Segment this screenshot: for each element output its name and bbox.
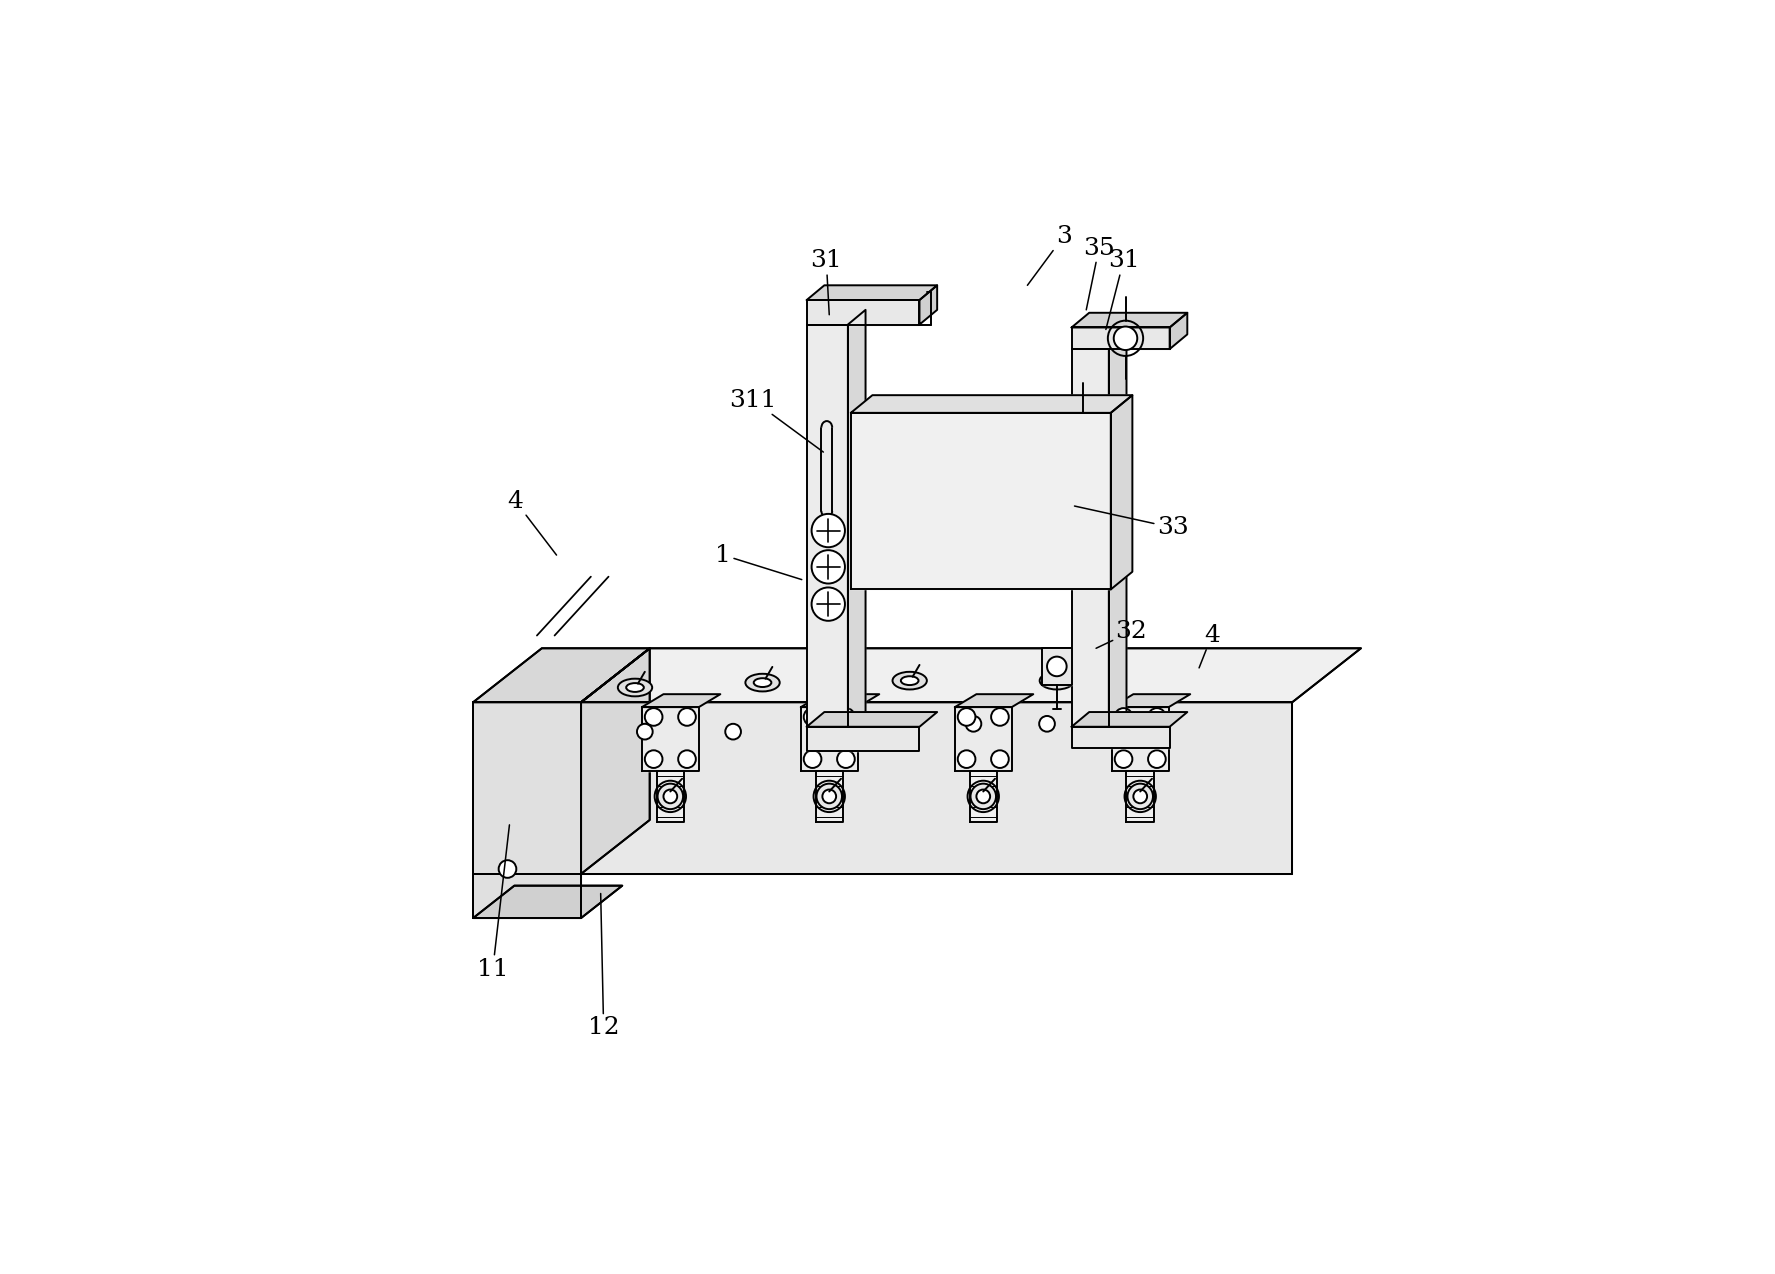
Ellipse shape: [746, 674, 779, 692]
Polygon shape: [474, 648, 650, 702]
Polygon shape: [955, 707, 1012, 771]
Polygon shape: [643, 694, 721, 707]
Ellipse shape: [1040, 671, 1074, 689]
Ellipse shape: [1047, 676, 1065, 685]
Polygon shape: [1072, 327, 1170, 349]
Polygon shape: [474, 702, 580, 874]
Circle shape: [804, 708, 822, 726]
Polygon shape: [1042, 648, 1072, 684]
Ellipse shape: [902, 676, 918, 685]
Polygon shape: [801, 707, 857, 771]
Circle shape: [1038, 716, 1054, 731]
Circle shape: [811, 550, 845, 583]
Polygon shape: [801, 694, 879, 707]
Circle shape: [990, 750, 1008, 768]
Polygon shape: [955, 694, 1033, 707]
Circle shape: [816, 784, 841, 809]
Circle shape: [822, 790, 836, 804]
Text: 32: 32: [1097, 620, 1147, 648]
Circle shape: [1148, 750, 1166, 768]
Circle shape: [664, 790, 678, 804]
Ellipse shape: [627, 683, 644, 692]
Text: 1: 1: [715, 544, 802, 580]
Circle shape: [838, 750, 856, 768]
Circle shape: [811, 587, 845, 620]
Circle shape: [499, 860, 517, 878]
Polygon shape: [806, 285, 937, 299]
Polygon shape: [580, 702, 1292, 874]
Polygon shape: [919, 285, 937, 325]
Polygon shape: [848, 310, 866, 726]
Circle shape: [959, 708, 976, 726]
Ellipse shape: [754, 678, 772, 687]
Circle shape: [644, 750, 662, 768]
Circle shape: [726, 724, 740, 739]
Circle shape: [1115, 708, 1132, 726]
Text: 4: 4: [508, 489, 557, 555]
Text: 31: 31: [811, 250, 841, 315]
Polygon shape: [850, 395, 1132, 413]
Text: 311: 311: [730, 389, 824, 452]
Circle shape: [811, 513, 845, 548]
Text: 4: 4: [1200, 624, 1219, 668]
Polygon shape: [815, 771, 843, 822]
Polygon shape: [1127, 771, 1154, 822]
Text: 3: 3: [1028, 224, 1072, 285]
Polygon shape: [806, 726, 919, 752]
Circle shape: [966, 716, 982, 731]
Circle shape: [1148, 708, 1166, 726]
Ellipse shape: [618, 679, 651, 697]
Polygon shape: [1111, 707, 1168, 771]
Polygon shape: [806, 299, 919, 325]
Circle shape: [1115, 750, 1132, 768]
Circle shape: [804, 750, 822, 768]
Polygon shape: [1111, 395, 1132, 590]
Polygon shape: [1072, 313, 1187, 327]
Circle shape: [1113, 326, 1138, 350]
Polygon shape: [969, 771, 998, 822]
Text: 35: 35: [1083, 237, 1115, 310]
Circle shape: [1127, 784, 1154, 809]
Polygon shape: [643, 707, 699, 771]
Text: 11: 11: [477, 824, 509, 981]
Circle shape: [959, 750, 976, 768]
Circle shape: [657, 784, 683, 809]
Polygon shape: [657, 771, 683, 822]
Polygon shape: [1111, 694, 1191, 707]
Polygon shape: [1072, 726, 1170, 748]
Polygon shape: [474, 885, 623, 919]
Ellipse shape: [893, 671, 927, 689]
Circle shape: [838, 708, 856, 726]
Polygon shape: [474, 874, 580, 919]
Polygon shape: [1170, 313, 1187, 349]
Circle shape: [990, 708, 1008, 726]
Circle shape: [971, 784, 996, 809]
Polygon shape: [806, 325, 848, 726]
Circle shape: [644, 708, 662, 726]
Polygon shape: [580, 648, 650, 874]
Polygon shape: [1072, 349, 1109, 726]
Text: 33: 33: [1074, 506, 1189, 539]
Text: 12: 12: [588, 893, 619, 1040]
Polygon shape: [580, 648, 1361, 702]
Polygon shape: [806, 712, 937, 726]
Circle shape: [1134, 790, 1147, 804]
Circle shape: [678, 708, 696, 726]
Text: 31: 31: [1106, 250, 1140, 330]
Circle shape: [976, 790, 990, 804]
Circle shape: [637, 724, 653, 739]
Polygon shape: [1072, 712, 1187, 726]
Circle shape: [1047, 656, 1067, 676]
Circle shape: [678, 750, 696, 768]
Polygon shape: [850, 413, 1111, 590]
Polygon shape: [1109, 334, 1127, 726]
